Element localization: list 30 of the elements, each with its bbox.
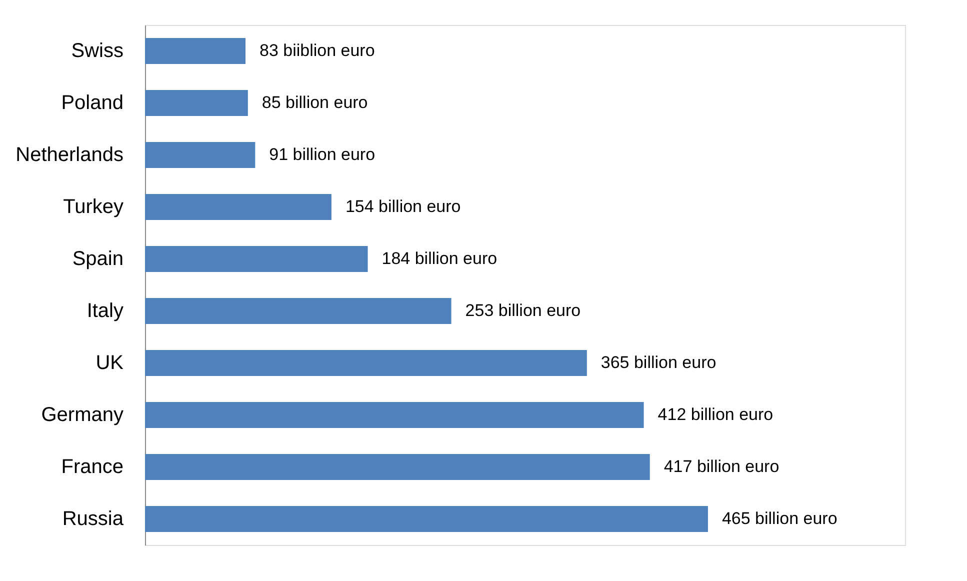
y-tick-label: Italy — [86, 300, 124, 322]
y-tick-label: Germany — [41, 404, 124, 426]
y-tick-label: Swiss — [71, 40, 124, 62]
y-tick-label: Poland — [61, 92, 124, 114]
data-label: 83 biiblion euro — [259, 41, 375, 60]
data-label: 465 billion euro — [722, 509, 838, 528]
y-tick-label: Turkey — [63, 196, 124, 218]
data-label: 365 billion euro — [600, 353, 716, 372]
bar — [145, 194, 332, 220]
bar — [145, 38, 246, 64]
bar — [145, 246, 368, 272]
y-tick-label: Spain — [72, 248, 124, 270]
data-label: 154 billion euro — [345, 197, 461, 216]
data-label: 417 billion euro — [664, 457, 780, 476]
data-label: 253 billion euro — [465, 301, 581, 320]
data-label: 85 billion euro — [262, 93, 368, 112]
bar — [145, 142, 256, 168]
y-tick-label: Netherlands — [16, 144, 124, 166]
data-label: 184 billion euro — [382, 249, 498, 268]
data-label: 412 billion euro — [658, 405, 774, 424]
bar — [145, 90, 248, 116]
y-tick-label: UK — [96, 352, 124, 374]
bar — [145, 350, 587, 376]
y-tick-label: France — [61, 456, 124, 478]
bar — [145, 298, 452, 324]
bar — [145, 402, 644, 428]
y-tick-label: Russia — [62, 508, 124, 530]
bar — [145, 454, 650, 480]
bar — [145, 506, 708, 532]
data-label: 91 billion euro — [269, 145, 376, 164]
